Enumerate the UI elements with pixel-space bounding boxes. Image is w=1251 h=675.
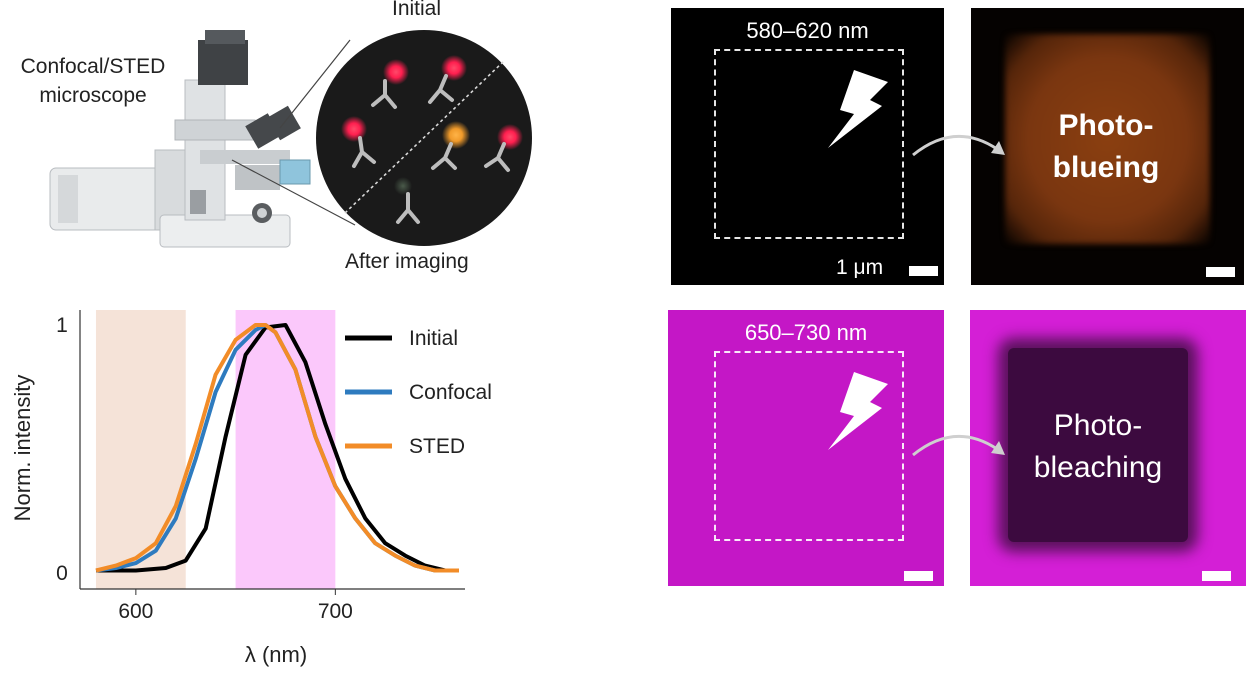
photoblueing-line2: blueing bbox=[1052, 151, 1160, 184]
legend: Initial Confocal STED bbox=[345, 327, 492, 458]
photoblueing-line1: Photo- bbox=[1058, 109, 1154, 142]
arrow-top bbox=[912, 135, 1005, 157]
microscope-schematic bbox=[49, 30, 532, 248]
photoblueing-region bbox=[1005, 34, 1210, 244]
microscope-label: Confocal/STED microscope bbox=[0, 52, 186, 110]
illumination-region bbox=[714, 49, 904, 239]
series-line-sted bbox=[95, 323, 459, 573]
microscope-icon bbox=[49, 30, 311, 248]
microscope-label-line1: Confocal/STED bbox=[20, 55, 166, 78]
y-tick-label: 0 bbox=[56, 562, 68, 585]
photobleaching-line2: bleaching bbox=[1033, 451, 1163, 484]
after-imaging-label: After imaging bbox=[345, 250, 469, 273]
scale-bar bbox=[1202, 571, 1231, 581]
x-tick-label: 600 bbox=[118, 600, 153, 623]
image-650-730-before: 650–730 nm bbox=[668, 310, 944, 586]
image-580-620-after: Photo- blueing bbox=[971, 8, 1244, 285]
scale-bar bbox=[1206, 267, 1235, 277]
y-axis-label: Norm. intensity bbox=[10, 375, 35, 522]
scale-bar bbox=[909, 266, 938, 276]
photoblueing-label: Photo- blueing bbox=[1011, 105, 1201, 189]
x-tick-label: 700 bbox=[318, 600, 353, 623]
lightning-icon bbox=[828, 372, 888, 450]
photobleaching-region bbox=[1008, 348, 1188, 542]
legend-label-confocal: Confocal bbox=[409, 381, 492, 404]
scale-label: 1 μm bbox=[836, 256, 884, 279]
series-line-initial bbox=[96, 323, 459, 573]
axis-ticks: 600 700 0 1 bbox=[56, 314, 353, 623]
arrow-bottom bbox=[912, 435, 1005, 457]
photobleaching-line1: Photo- bbox=[1053, 409, 1143, 442]
legend-label-sted: STED bbox=[409, 435, 465, 458]
illumination-region bbox=[714, 351, 904, 541]
lightning-icon bbox=[828, 70, 888, 148]
wavelength-label-580-620: 580–620 nm bbox=[746, 18, 869, 43]
shaded-band-0 bbox=[95, 310, 186, 589]
scale-bar bbox=[904, 571, 933, 581]
microscope-label-line2: microscope bbox=[39, 84, 147, 107]
photobleaching-label: Photo- bleaching bbox=[1008, 405, 1188, 489]
legend-label-initial: Initial bbox=[409, 327, 458, 350]
series-lines bbox=[95, 323, 459, 573]
y-tick-label: 1 bbox=[56, 314, 68, 337]
initial-label: Initial bbox=[392, 0, 442, 20]
wavelength-label-650-730: 650–730 nm bbox=[744, 320, 868, 345]
spectrum-chart: 600 700 0 1 Norm. intensity λ (nm) Initial C… bbox=[10, 310, 492, 667]
image-580-620-before: 580–620 nm 1 μm bbox=[671, 8, 944, 285]
image-650-730-after: Photo- bleaching bbox=[970, 310, 1246, 586]
x-axis-label: λ (nm) bbox=[245, 642, 307, 667]
